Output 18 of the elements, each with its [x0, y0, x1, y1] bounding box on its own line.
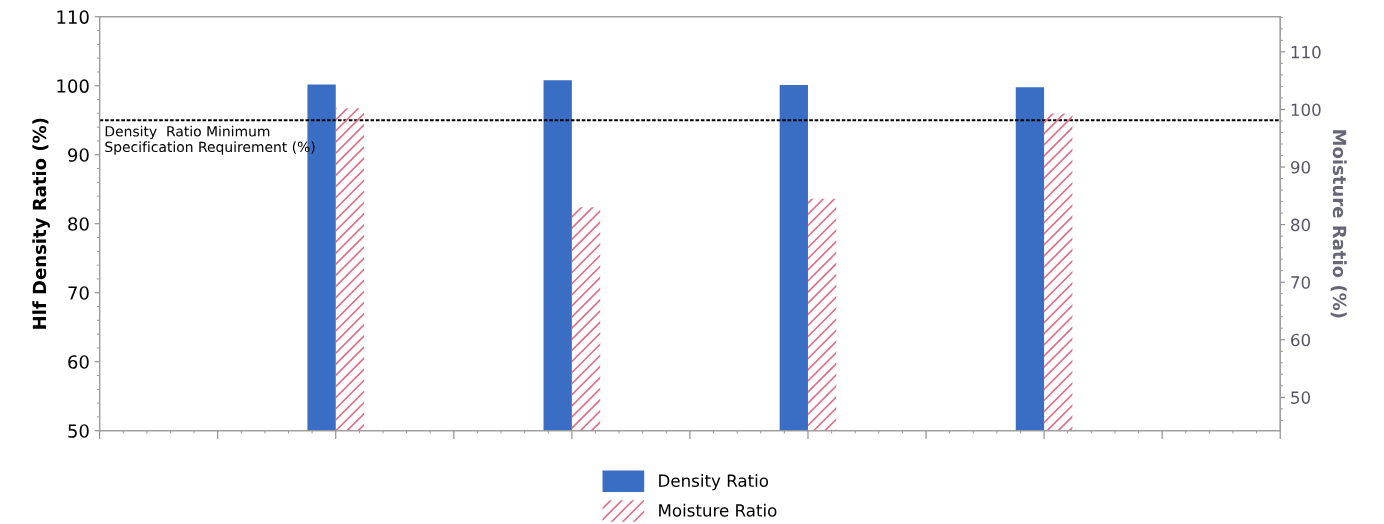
- y-tick-label: 70: [68, 286, 89, 300]
- legend-label: Density Ratio: [659, 474, 769, 491]
- y-tick-label: 50: [68, 424, 89, 438]
- y2-tick-label: 100: [1291, 103, 1321, 117]
- y2-tick-label: 60: [1291, 333, 1311, 347]
- y-tick-label: 100: [57, 79, 89, 93]
- y2-tick-label: 90: [1290, 161, 1311, 174]
- y2-tick-label: 70: [1291, 276, 1311, 289]
- y-tick-label: 60: [68, 355, 89, 369]
- y2-tick-label: 80: [1291, 218, 1311, 232]
- y-tick-label: 110: [57, 10, 89, 24]
- legend-label: Moisture Ratio: [659, 503, 777, 517]
- y2-tick-label: 50: [1291, 391, 1311, 404]
- y-axis-title: Hlf Density Ratio (%): [32, 118, 50, 329]
- y-tick-label: 80: [68, 217, 89, 231]
- y-tick-label: 90: [68, 148, 89, 162]
- y2-tick-label: 110: [1291, 45, 1321, 59]
- y2-axis-title: Moisture Ratio (%): [1330, 130, 1347, 318]
